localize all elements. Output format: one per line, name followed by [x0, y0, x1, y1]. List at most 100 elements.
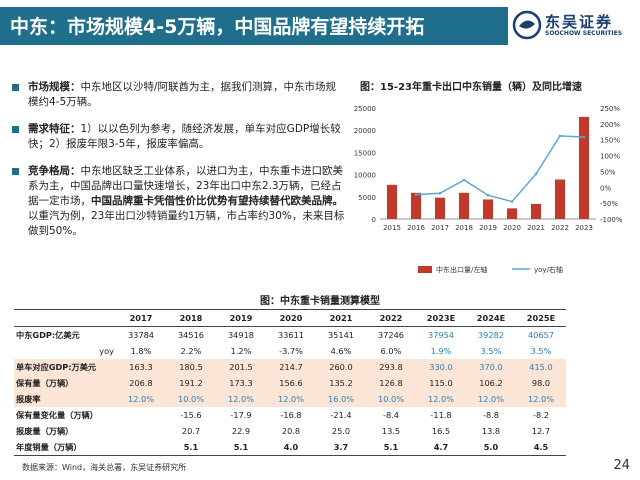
table-cell: 106.2	[466, 375, 516, 391]
table-cell: 5.1	[216, 439, 266, 456]
table-cell: 34516	[177, 330, 205, 340]
row-label: 中东GDP:亿美元	[16, 330, 80, 340]
y-left-tick-label: 5000	[358, 194, 376, 202]
table-cell: 1.9%	[430, 346, 452, 356]
y-right-tick-label: -50%	[600, 200, 618, 208]
table-cell: 206.8	[116, 375, 166, 391]
table-cell: 37246	[377, 330, 405, 340]
table-cell: -8.4	[383, 410, 399, 420]
bullet-text: 中东地区缺乏工业体系，以进口为主，中东重卡进口欧美系为主，中国品牌出口量快速增长…	[28, 165, 343, 207]
yoy-point	[438, 192, 442, 195]
y-right-tick-label: 200%	[600, 121, 620, 129]
year-header: 2020	[266, 309, 316, 327]
bullet-heading: 需求特征：	[28, 123, 81, 135]
table-cell: 6.0%	[380, 346, 402, 356]
table-cell: 40657	[527, 330, 555, 340]
table-cell: 4.0	[266, 439, 316, 456]
legend-line-label: yoy/右轴	[534, 265, 563, 274]
table-cell: -8.2	[533, 410, 549, 420]
row-label: yoy	[99, 346, 114, 356]
table-cell: 39282	[477, 330, 505, 340]
bullet-square-icon	[12, 126, 19, 133]
y-right-tick-label: 0%	[600, 184, 611, 192]
table-cell	[116, 407, 166, 423]
sales-model-table: 2017 2018 2019 2020 2021 2022 2023E 2024E 2025E 中…	[14, 309, 566, 456]
table-cell: 33611	[277, 330, 305, 340]
table-cell: 12.0%	[216, 391, 266, 407]
table-cell: 1.8%	[130, 346, 152, 356]
table-cell: 12.0%	[266, 391, 316, 407]
table-row: 年度销量（万辆） 5.1 5.1 4.0 3.7 5.1 4.7 5.0 4.5	[14, 439, 566, 456]
table-cell: 10.0%	[166, 391, 216, 407]
title-bar: 中东：市场规模4-5万辆，中国品牌有望持续开拓	[0, 7, 508, 45]
table-cell: 4.7	[416, 439, 466, 456]
table-cell: 115.0	[416, 375, 466, 391]
row-label: 保有量变化量（万辆）	[16, 410, 98, 420]
row-label: 单车对应GDP:万美元	[14, 359, 116, 375]
y-left-tick-label: 20000	[354, 127, 376, 135]
bullet-market-size: 市场规模：中东地区以沙特/阿联酋为主，据我们测算，中东市场规模约4-5万辆。	[10, 80, 345, 110]
table-cell: 37954	[427, 330, 455, 340]
table-cell: 5.0	[466, 439, 516, 456]
bar	[458, 192, 470, 219]
year-header: 2023E	[416, 309, 466, 327]
y-right-tick-label: 50%	[600, 168, 616, 176]
table-cell: 370.0	[466, 359, 516, 375]
row-label: 保有量（万辆）	[14, 375, 116, 391]
bar	[482, 199, 494, 219]
table-cell: 260.0	[316, 359, 366, 375]
yoy-point	[582, 135, 586, 139]
y-left-tick-label: 15000	[354, 149, 376, 157]
table-cell: 201.5	[216, 359, 266, 375]
x-tick-label: 2016	[407, 224, 425, 232]
bullet-text: 1）以以色列为参考，随经济发展，单车对应GDP增长较快；2）报废年限3-5年，报…	[28, 123, 341, 150]
bullet-text-tail: 以重汽为例，23年出口沙特销量约1万辆，市占率约30%，未来目标做到50%。	[28, 210, 345, 237]
table-cell: 10.0%	[366, 391, 416, 407]
logo-mark-icon	[512, 10, 542, 40]
year-header: 2021	[316, 309, 366, 327]
table-cell: -15.6	[180, 410, 202, 420]
x-tick-label: 2022	[551, 224, 569, 232]
row-label: 报废率	[14, 391, 116, 407]
table-cell: 22.9	[231, 426, 251, 436]
table-cell: 415.0	[516, 359, 566, 375]
table-cell: 5.1	[166, 439, 216, 456]
x-tick-label: 2019	[479, 224, 497, 232]
table-row: 保有量变化量（万辆） -15.6 -17.9 -16.8 -21.4 -8.4 -11.8 -…	[14, 407, 566, 423]
table-cell: 135.2	[316, 375, 366, 391]
source-note: 数据来源：Wind，海关总署，东吴证券研究所	[22, 463, 187, 472]
bar	[506, 208, 518, 219]
table-cell	[116, 423, 166, 439]
table-cell: 16.5	[431, 426, 451, 436]
bullet-square-icon	[12, 84, 19, 91]
table-row: 中东GDP:亿美元 33784 34516 34918 33611 35141 37246 3…	[14, 327, 566, 344]
table-cell: -3.7%	[279, 346, 303, 356]
table-cell: 12.0%	[416, 391, 466, 407]
table-cell: 13.5	[381, 426, 401, 436]
table-row: 报废率 12.0% 10.0% 12.0% 12.0% 16.0% 10.0% 12.0% 12…	[14, 391, 566, 407]
export-chart: 0 5000 10000 15000 20000 25000 -100% -50% 0% 50% 1…	[354, 105, 623, 274]
table-cell: 12.0%	[466, 391, 516, 407]
row-label: 报废量（万辆）	[16, 426, 74, 436]
x-tick-label: 2021	[527, 224, 545, 232]
bullet-heading: 竞争格局：	[28, 165, 81, 177]
x-tick-label: 2018	[455, 224, 473, 232]
bar	[410, 192, 422, 219]
year-header: 2018	[166, 309, 216, 327]
table-cell: 16.0%	[316, 391, 366, 407]
x-tick-label: 2015	[383, 224, 401, 232]
table-cell: 25.0	[331, 426, 351, 436]
table-cell: 1.2%	[230, 346, 252, 356]
chart-caption: 图：15-23年重卡出口中东销量（辆）及同比增速	[360, 82, 582, 93]
table-caption: 图：中东重卡销量测算模型	[260, 296, 380, 307]
table-cell: 191.2	[166, 375, 216, 391]
table-cell: 293.8	[366, 359, 416, 375]
yoy-point	[558, 134, 562, 138]
bullet-square-icon	[12, 168, 19, 175]
x-tick-label: 2023	[575, 224, 593, 232]
x-tick-label: 2020	[503, 224, 521, 232]
bar	[554, 179, 566, 219]
legend-bar-swatch	[418, 266, 432, 273]
table-corner-cell	[14, 309, 116, 327]
y-right-tick-label: 250%	[600, 105, 620, 113]
